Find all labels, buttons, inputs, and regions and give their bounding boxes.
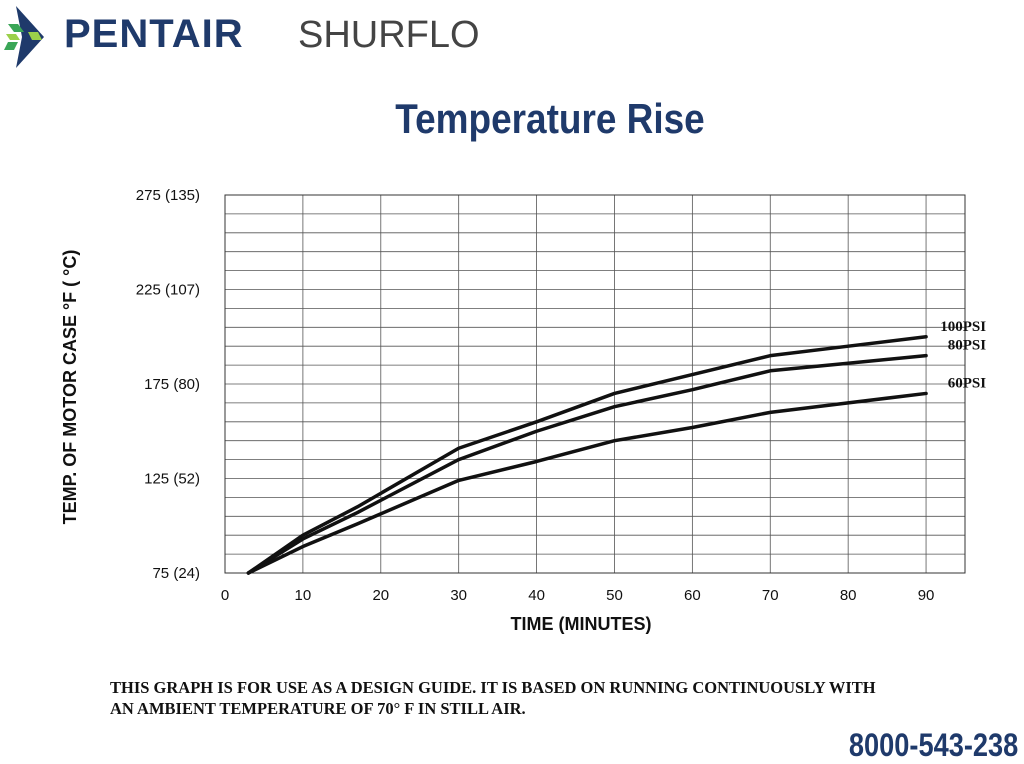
series-line-80psi [246,353,928,575]
logo-mark-green-mid [6,34,20,40]
logo-mark-green-bottom [4,42,18,50]
x-tick-label: 20 [372,587,389,604]
x-tick-label: 90 [918,587,935,604]
note-line-1: THIS GRAPH IS FOR USE AS A DESIGN GUIDE.… [110,678,876,697]
x-tick-label: 0 [221,587,229,604]
x-tick-label: 40 [528,587,545,604]
x-tick-label: 50 [606,587,623,604]
y-tick-label: 275 (135) [136,187,200,204]
y-tick-label: 125 (52) [144,471,200,488]
note-line-2: AN AMBIENT TEMPERATURE OF 70° F IN STILL… [110,699,526,718]
brand-sub: SHURFLO [298,14,480,56]
series-label: 100PSI [940,319,986,335]
x-tick-label: 10 [295,587,312,604]
series-line-60psi [246,391,928,575]
chart-axes [224,194,966,574]
phone-number: 8000-543-238 [848,727,1018,763]
chart-labels: 0 10 20 30 40 50 60 70 80 90 75 (24) 125 (52) 175 (8… [60,187,986,634]
logo-mark-green-top [8,24,24,32]
pentair-logo [4,6,44,68]
y-tick-label: 75 (24) [152,565,200,582]
series-label: 80PSI [948,338,987,354]
series-line-100psi [246,335,928,575]
series-label: 60PSI [948,375,987,391]
brand-name: PENTAIR [64,12,244,56]
y-tick-label: 175 (80) [144,376,200,393]
x-tick-label: 70 [762,587,779,604]
logo-mark-green-right [28,32,42,40]
x-tick-label: 80 [840,587,857,604]
plot-frame [224,194,966,574]
x-axis-title: TIME (MINUTES) [511,614,652,634]
x-tick-label: 60 [684,587,701,604]
design-guide-note: THIS GRAPH IS FOR USE AS A DESIGN GUIDE.… [110,677,1020,719]
chart-title: Temperature Rise [395,95,705,142]
x-tick-label: 30 [450,587,467,604]
chart-series [246,335,928,575]
logo-mark-outer [16,6,44,68]
y-tick-label: 225 (107) [136,282,200,299]
y-axis-title: TEMP. OF MOTOR CASE °F ( °C) [60,250,80,525]
